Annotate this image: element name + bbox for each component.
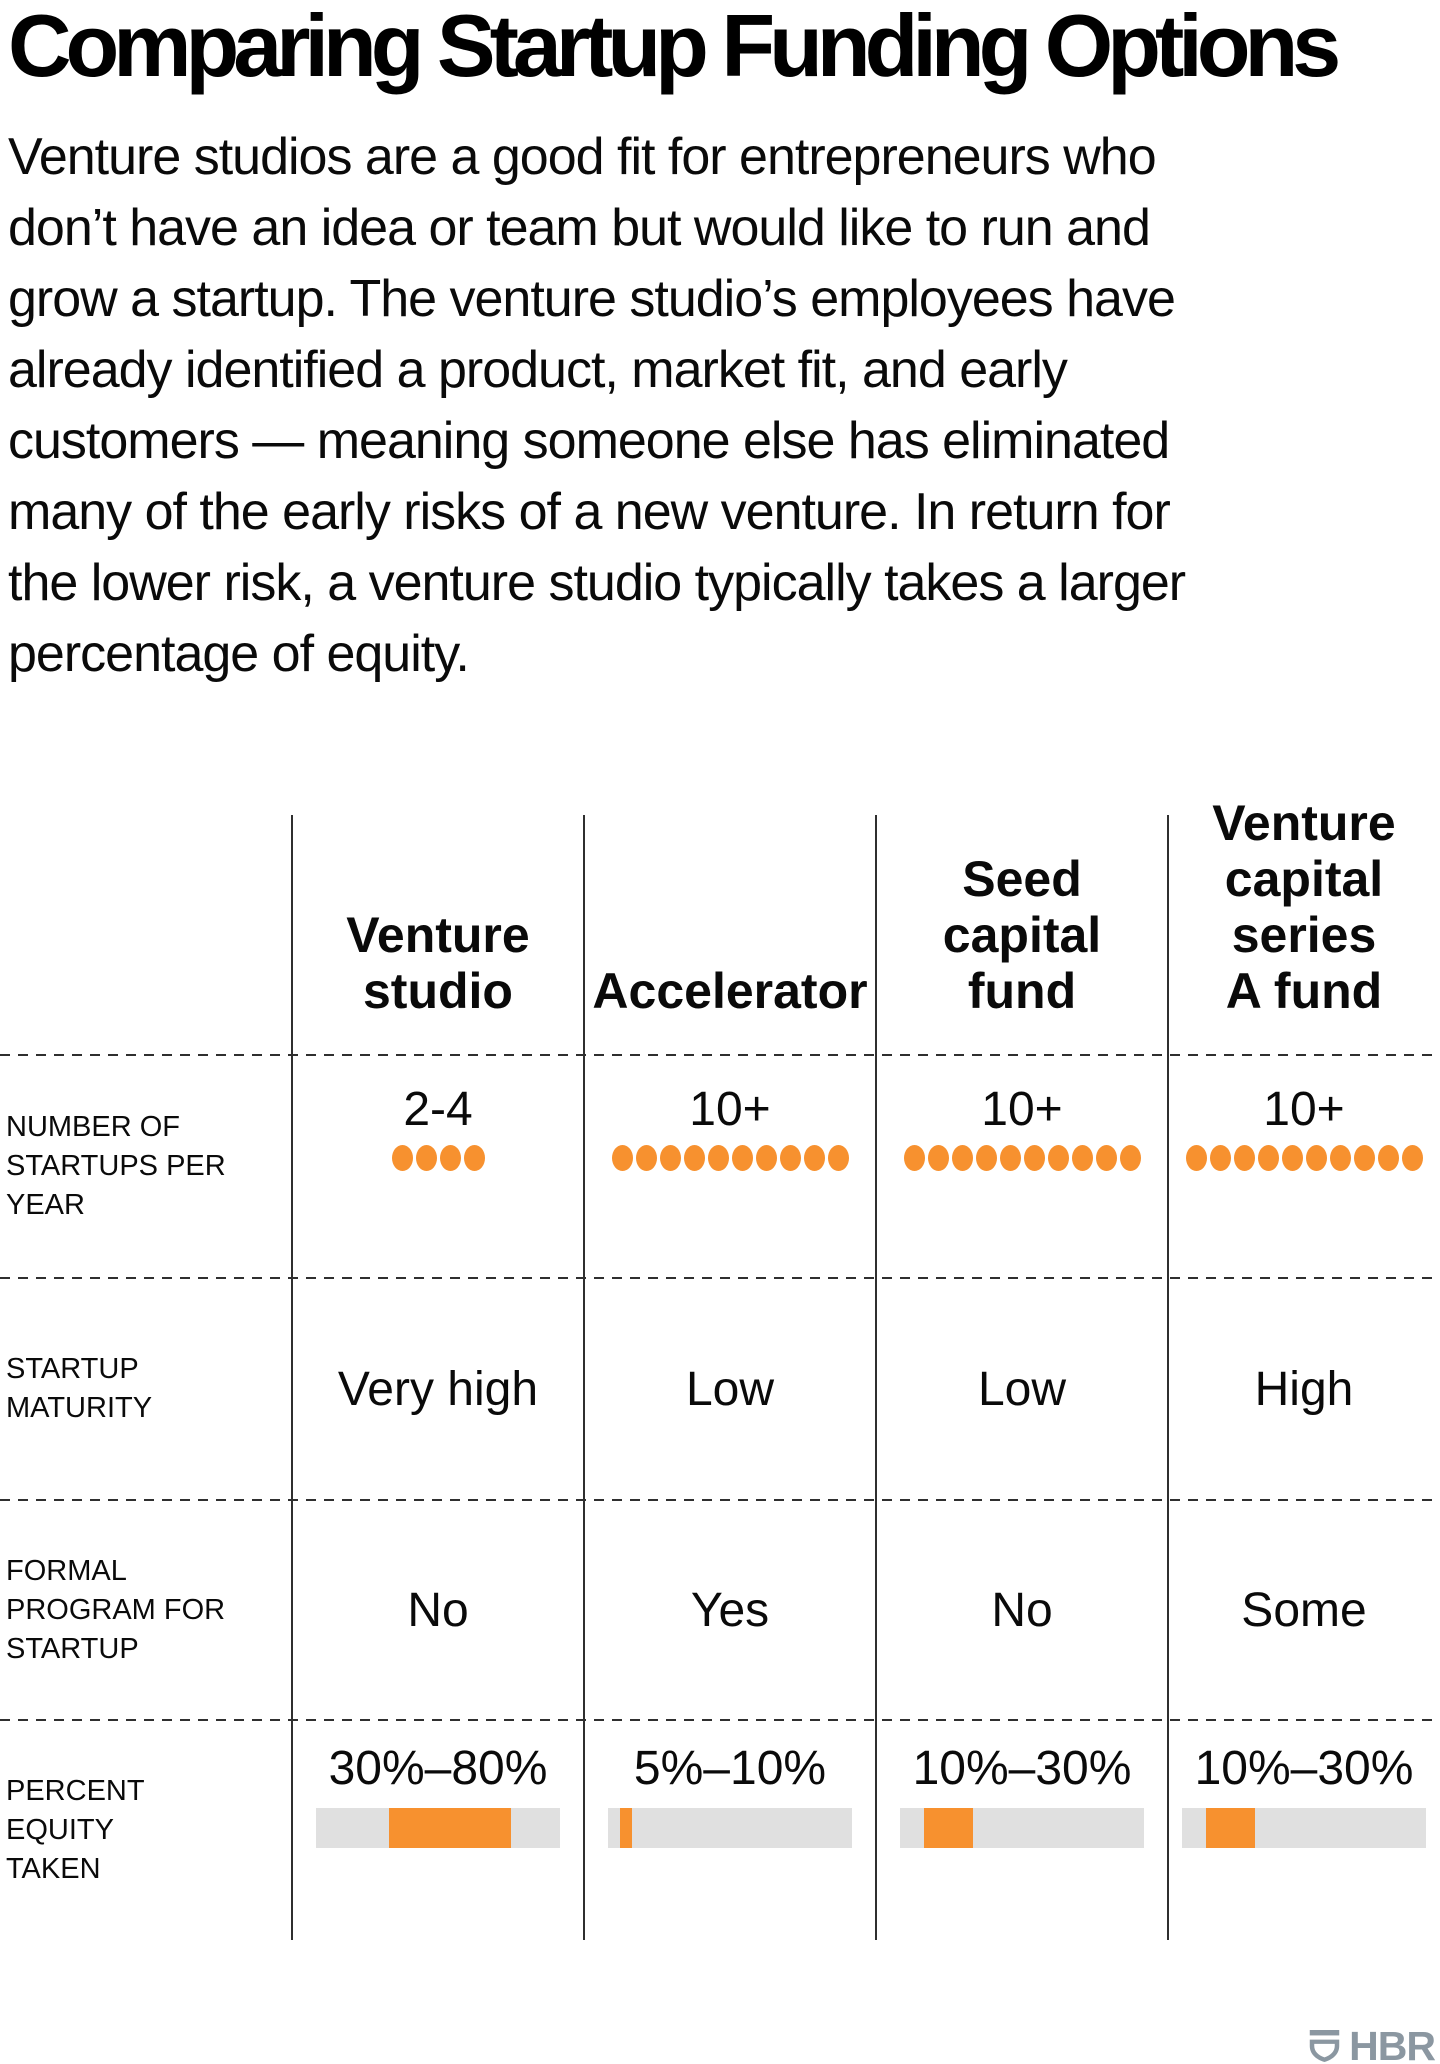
row-divider: [0, 1277, 1440, 1279]
dot-row: [611, 1145, 849, 1171]
formal-program-value: No: [991, 1583, 1053, 1637]
comparison-table: Venture studio Accelerator Seed capital …: [0, 795, 1440, 1940]
startup-dot: [707, 1145, 729, 1171]
hbr-logo-text: HBR: [1349, 2023, 1436, 2064]
formal-program-value: No: [407, 1583, 469, 1637]
formal-program-value: Yes: [690, 1583, 770, 1637]
startups-per-year-value: 2-4: [403, 1083, 473, 1136]
column-header-accelerator: Accelerator: [592, 963, 868, 1019]
startup-dot: [1329, 1145, 1351, 1171]
column-header-venture-studio: Venture studio: [346, 907, 530, 1019]
row-label-formal-program: FORMAL PROGRAM FOR STARTUP: [6, 1554, 226, 1665]
startup-dot: [611, 1145, 633, 1171]
formal-program-value: Some: [1241, 1583, 1367, 1637]
equity-range-value: 10%–30%: [1194, 1742, 1414, 1795]
dot-row: [391, 1145, 485, 1171]
startup-dot: [439, 1145, 461, 1171]
startup-dot: [731, 1145, 753, 1171]
equity-range-bar: [316, 1808, 560, 1848]
column-divider: [1167, 815, 1169, 1940]
startup-dot: [1377, 1145, 1399, 1171]
startup-dot: [755, 1145, 777, 1171]
equity-range-value: 10%–30%: [912, 1742, 1132, 1795]
startups-per-year-value: 10+: [689, 1083, 771, 1136]
equity-range-fill: [620, 1808, 633, 1848]
startup-dot: [1305, 1145, 1327, 1171]
equity-range-bar: [1182, 1808, 1426, 1848]
startup-dot: [1071, 1145, 1093, 1171]
startup-dot: [1185, 1145, 1207, 1171]
row-divider: [0, 1499, 1440, 1501]
row-divider: [0, 1719, 1440, 1721]
column-divider: [291, 815, 293, 1940]
startup-dot: [779, 1145, 801, 1171]
page-title: Comparing Startup Funding Options: [8, 0, 1341, 95]
hbr-logo: HBR: [1309, 2023, 1436, 2064]
startup-dot: [1119, 1145, 1141, 1171]
equity-range-fill: [924, 1808, 974, 1848]
row-label-percent-equity: PERCENT EQUITY TAKEN: [6, 1774, 145, 1885]
value-cell: 2-4: [292, 1055, 584, 1278]
startup-dot: [1257, 1145, 1279, 1171]
column-header-vc-series-a-fund: Venture capital series A fund: [1212, 795, 1396, 1019]
equity-range-fill: [1206, 1808, 1256, 1848]
maturity-value: High: [1254, 1362, 1354, 1416]
value-cell: 10+: [876, 1055, 1168, 1278]
startup-dot: [1047, 1145, 1069, 1171]
column-header-seed-capital-fund: Seed capital fund: [942, 851, 1102, 1019]
equity-range-fill: [389, 1808, 512, 1848]
startup-dot: [803, 1145, 825, 1171]
startup-dot: [951, 1145, 973, 1171]
startups-per-year-value: 10+: [1263, 1083, 1345, 1136]
startup-dot: [1023, 1145, 1045, 1171]
startup-dot: [1209, 1145, 1231, 1171]
value-cell: 10%–30%: [876, 1720, 1168, 1940]
startup-dot: [683, 1145, 705, 1171]
startup-dot: [1401, 1145, 1423, 1171]
dot-row: [1185, 1145, 1423, 1171]
startup-dot: [391, 1145, 413, 1171]
startup-dot: [659, 1145, 681, 1171]
value-cell: 5%–10%: [584, 1720, 876, 1940]
startup-dot: [827, 1145, 849, 1171]
equity-range-bar: [900, 1808, 1144, 1848]
value-cell: 10%–30%: [1168, 1720, 1440, 1940]
startup-dot: [463, 1145, 485, 1171]
intro-text: Venture studios are a good fit for entre…: [8, 128, 1186, 683]
column-divider: [875, 815, 877, 1940]
startup-dot: [415, 1145, 437, 1171]
equity-range-value: 5%–10%: [633, 1742, 827, 1795]
startup-dot: [1281, 1145, 1303, 1171]
value-cell: 10+: [584, 1055, 876, 1278]
value-cell: 10+: [1168, 1055, 1440, 1278]
hbr-shield-icon: [1309, 2030, 1340, 2063]
row-divider: [0, 1054, 1440, 1056]
column-divider: [583, 815, 585, 1940]
startup-dot: [999, 1145, 1021, 1171]
value-cell: 30%–80%: [292, 1720, 584, 1940]
startup-dot: [903, 1145, 925, 1171]
startup-dot: [1353, 1145, 1375, 1171]
maturity-value: Very high: [337, 1362, 539, 1416]
startups-per-year-value: 10+: [981, 1083, 1063, 1136]
dot-row: [903, 1145, 1141, 1171]
startup-dot: [927, 1145, 949, 1171]
startup-dot: [635, 1145, 657, 1171]
equity-range-bar: [608, 1808, 852, 1848]
row-label-number-of-startups: NUMBER OF STARTUPS PER YEAR: [6, 1111, 226, 1221]
equity-range-value: 30%–80%: [328, 1742, 548, 1795]
maturity-value: Low: [685, 1362, 775, 1416]
startup-dot: [1233, 1145, 1255, 1171]
startup-dot: [975, 1145, 997, 1171]
maturity-value: Low: [977, 1362, 1067, 1416]
row-label-startup-maturity: STARTUP MATURITY: [6, 1353, 153, 1424]
startup-dot: [1095, 1145, 1117, 1171]
